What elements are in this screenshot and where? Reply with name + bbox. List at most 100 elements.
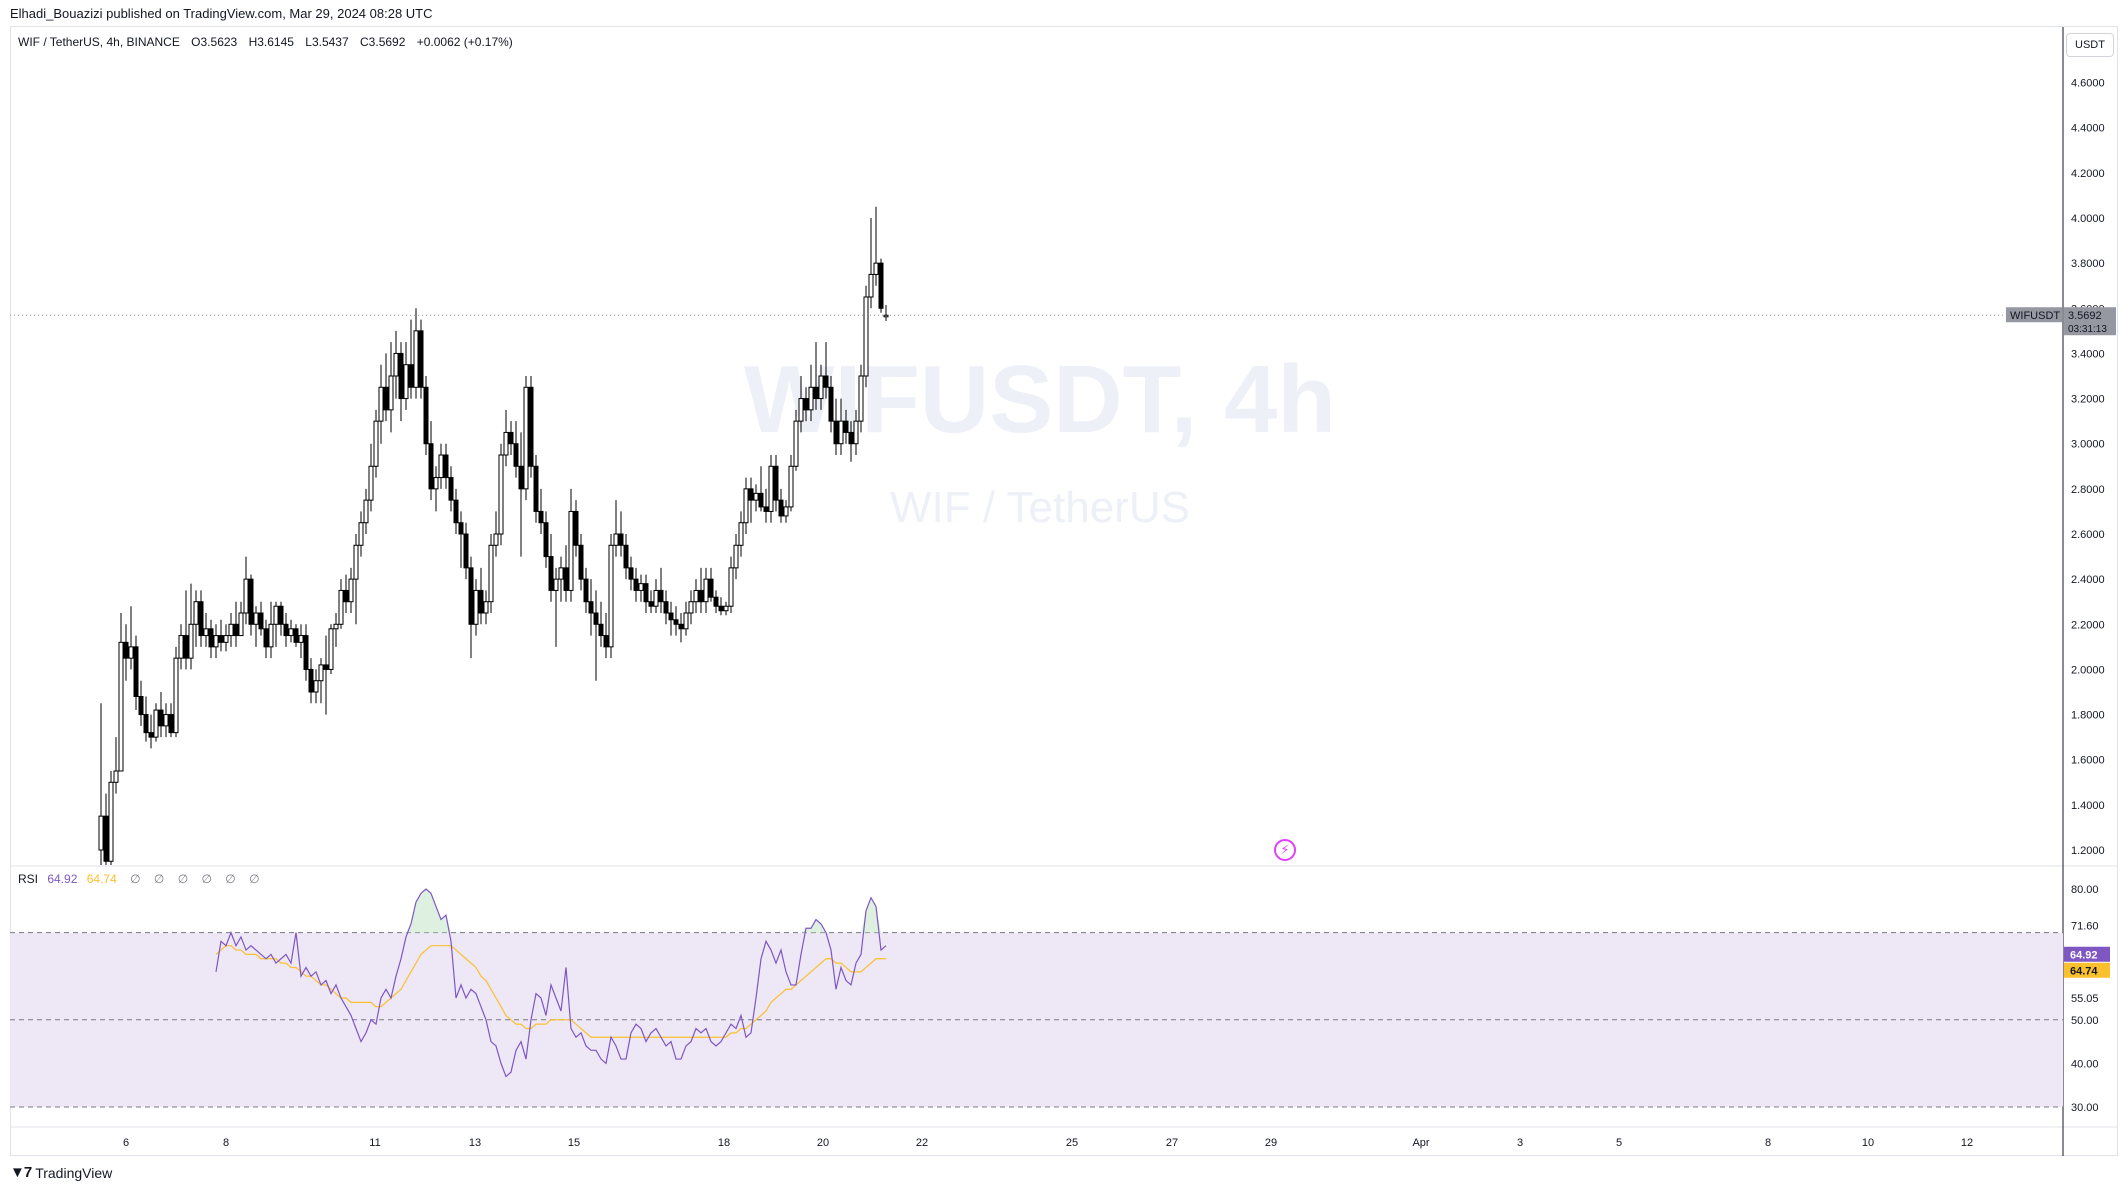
candle bbox=[743, 477, 749, 534]
candle bbox=[178, 624, 184, 670]
candle-body-down bbox=[263, 628, 269, 648]
candle-body-up bbox=[328, 628, 334, 670]
candle bbox=[493, 511, 499, 557]
footer-brand[interactable]: ▼7 TradingView bbox=[10, 1164, 112, 1181]
candle-body-up bbox=[253, 612, 259, 625]
candle-body-down bbox=[593, 612, 599, 625]
legend-symbol[interactable]: WIF / TetherUS, 4h, BINANCE bbox=[18, 35, 180, 49]
candle-body-down bbox=[123, 641, 129, 659]
candle bbox=[258, 601, 264, 636]
candle bbox=[308, 658, 314, 704]
candle bbox=[878, 258, 884, 313]
candle bbox=[678, 613, 684, 643]
candle bbox=[663, 590, 669, 625]
candle-body-down bbox=[383, 386, 389, 411]
time-tick-label: 11 bbox=[369, 1137, 380, 1149]
price-label: WIFUSDT 3.5692 03:31:13 bbox=[2006, 307, 2116, 336]
candle bbox=[348, 567, 354, 613]
candle-body-down bbox=[398, 352, 404, 400]
candle bbox=[503, 409, 509, 467]
candle bbox=[283, 613, 289, 647]
candle bbox=[478, 567, 484, 625]
candle bbox=[108, 771, 114, 865]
candle-body-up bbox=[153, 709, 159, 738]
candle bbox=[593, 590, 599, 681]
candle-body-down bbox=[513, 443, 519, 467]
candle-body-up bbox=[838, 420, 844, 445]
publisher-info: Elhadi_Bouazizi published on TradingView… bbox=[10, 6, 433, 21]
time-tick-label: 15 bbox=[568, 1137, 580, 1149]
candle bbox=[133, 635, 139, 711]
candle bbox=[768, 455, 774, 523]
time-tick-label: 5 bbox=[1616, 1137, 1622, 1149]
time-tick-label: 25 bbox=[1066, 1137, 1078, 1149]
candle-body-down bbox=[658, 589, 664, 603]
candle-body-up bbox=[738, 522, 744, 546]
candle bbox=[448, 466, 454, 512]
candle bbox=[608, 534, 614, 659]
candle-body-down bbox=[643, 583, 649, 603]
candle-body-down bbox=[663, 601, 669, 614]
candle-body-down bbox=[598, 623, 604, 637]
candle-body-up bbox=[353, 544, 359, 580]
candle bbox=[773, 455, 779, 512]
candle-body-up bbox=[363, 499, 369, 524]
candle bbox=[748, 477, 754, 523]
candle bbox=[513, 421, 519, 478]
candle-body-up bbox=[178, 635, 184, 659]
price-tick-label: 4.6000 bbox=[2071, 78, 2105, 90]
candle bbox=[488, 534, 494, 613]
candle-body-up bbox=[703, 578, 709, 603]
candle-body-up bbox=[203, 628, 209, 637]
candle bbox=[453, 488, 459, 534]
price-tick-label: 4.2000 bbox=[2071, 168, 2105, 180]
candle-body-up bbox=[503, 431, 509, 456]
candle-body-up bbox=[883, 314, 889, 318]
candle-body-up bbox=[393, 352, 399, 377]
lightning-icon[interactable]: ⚡ bbox=[1274, 839, 1296, 861]
candle-body-down bbox=[538, 510, 544, 524]
price-tick-label: 3.4000 bbox=[2071, 348, 2105, 360]
candle-body-down bbox=[303, 635, 309, 670]
candle-body-down bbox=[878, 262, 884, 309]
price-tick-label: 4.0000 bbox=[2071, 213, 2105, 225]
candle-body-up bbox=[433, 477, 439, 490]
candle-body-down bbox=[508, 431, 514, 445]
candle-body-up bbox=[853, 420, 859, 445]
candle-body-up bbox=[318, 664, 324, 682]
candle bbox=[463, 522, 469, 580]
candle bbox=[193, 590, 199, 647]
currency-button[interactable]: USDT bbox=[2066, 33, 2114, 57]
candle-body-up bbox=[403, 364, 409, 400]
candle-body-up bbox=[638, 583, 644, 591]
time-tick-label: 18 bbox=[718, 1137, 730, 1149]
candle bbox=[418, 319, 424, 399]
candle bbox=[293, 624, 299, 647]
rsi-legend-name[interactable]: RSI bbox=[18, 872, 39, 886]
rsi-tick-label: 30.00 bbox=[2071, 1102, 2099, 1114]
candle-body-up bbox=[358, 522, 364, 546]
candle bbox=[573, 500, 579, 557]
candle-body-up bbox=[98, 815, 104, 851]
candle-body-down bbox=[828, 386, 834, 422]
candle-body-down bbox=[718, 605, 724, 612]
footer-brand-name: TradingView bbox=[35, 1164, 113, 1181]
candle bbox=[753, 484, 759, 512]
candle bbox=[548, 534, 554, 602]
candle-body-up bbox=[373, 420, 379, 467]
price-tick-label: 3.8000 bbox=[2071, 258, 2105, 270]
candle bbox=[158, 692, 164, 738]
candle-body-down bbox=[143, 714, 149, 734]
candle bbox=[853, 409, 859, 455]
candle-body-down bbox=[628, 567, 634, 580]
candle-body-down bbox=[133, 646, 139, 698]
candle-body-up bbox=[193, 601, 199, 625]
candle-body-down bbox=[258, 612, 264, 630]
candle-body-down bbox=[803, 398, 809, 411]
candle bbox=[163, 703, 169, 738]
candle bbox=[578, 534, 584, 591]
price-tick-label: 1.6000 bbox=[2071, 755, 2105, 767]
candle bbox=[343, 574, 349, 613]
candle bbox=[443, 443, 449, 489]
